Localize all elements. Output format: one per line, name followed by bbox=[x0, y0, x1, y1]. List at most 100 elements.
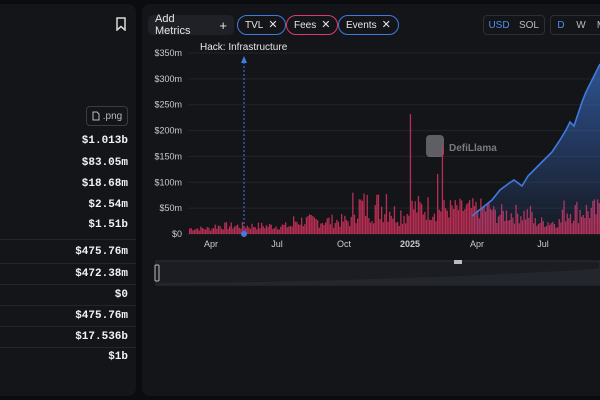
fee-bar bbox=[296, 221, 298, 234]
stat-value: $2.54m bbox=[88, 199, 128, 211]
stat-value: $17.536b bbox=[75, 331, 128, 343]
fee-bar bbox=[328, 217, 330, 234]
divider bbox=[0, 284, 136, 285]
fee-bar bbox=[339, 226, 341, 234]
tvl-fees-chart: $0 $50m $100m $150m $200m $250m $300m $350m Apr… bbox=[154, 42, 600, 286]
x-tick-label: Jul bbox=[271, 239, 283, 249]
fee-bar bbox=[245, 228, 247, 234]
range-slider-grip[interactable] bbox=[454, 260, 462, 264]
fee-bar bbox=[201, 228, 204, 234]
divider bbox=[0, 239, 136, 240]
fee-bar bbox=[214, 224, 216, 234]
fee-bar bbox=[459, 198, 461, 234]
fee-bar bbox=[467, 202, 469, 234]
fee-bar bbox=[267, 226, 269, 234]
fee-bar bbox=[197, 228, 199, 234]
interval-option-w[interactable]: W bbox=[576, 19, 586, 31]
fee-bar bbox=[302, 226, 304, 234]
fee-bar bbox=[422, 214, 424, 234]
fee-bar bbox=[221, 228, 223, 234]
fee-bar bbox=[376, 194, 378, 234]
defillama-logo-icon bbox=[426, 135, 444, 157]
fee-bar bbox=[251, 223, 253, 234]
fee-bar bbox=[427, 197, 429, 234]
fee-bar bbox=[232, 228, 234, 234]
fee-bar bbox=[281, 224, 284, 234]
x-tick-label: Oct bbox=[337, 239, 352, 249]
metric-pill-label: Fees bbox=[294, 19, 317, 31]
divider bbox=[0, 305, 136, 306]
fee-bar bbox=[424, 211, 426, 234]
fee-bar bbox=[318, 227, 320, 234]
fee-bar bbox=[405, 223, 407, 234]
fee-bar bbox=[425, 219, 428, 234]
fee-bar bbox=[261, 222, 263, 234]
fee-bar bbox=[192, 230, 194, 234]
interval-option-m[interactable]: M bbox=[591, 16, 600, 34]
fee-bar bbox=[286, 227, 288, 234]
metric-pill-tvl[interactable]: TVL ✕ bbox=[237, 15, 286, 35]
hack-event-marker[interactable]: Hack: Infrastructure bbox=[200, 42, 288, 237]
fee-bar bbox=[241, 222, 244, 234]
fee-bar bbox=[429, 219, 431, 234]
stat-value: $475.76m bbox=[75, 246, 128, 258]
stat-value: $0 bbox=[114, 289, 128, 301]
close-icon[interactable]: ✕ bbox=[268, 18, 278, 31]
fee-bar bbox=[272, 228, 274, 234]
add-metrics-label: Add Metrics bbox=[155, 13, 191, 37]
currency-option-usd[interactable]: USD bbox=[488, 19, 510, 31]
range-slider-preview bbox=[158, 268, 600, 285]
metric-pill-events[interactable]: Events ✕ bbox=[338, 15, 399, 35]
fee-bar bbox=[277, 229, 279, 234]
fee-bar bbox=[248, 227, 250, 234]
fee-bar bbox=[278, 229, 280, 234]
fee-bar bbox=[457, 209, 460, 234]
fee-bar bbox=[441, 146, 444, 234]
fee-bar bbox=[190, 228, 192, 234]
fee-bar bbox=[361, 200, 364, 234]
fee-bar bbox=[325, 222, 327, 234]
plus-icon: + bbox=[219, 17, 227, 33]
bookmark-icon[interactable] bbox=[115, 17, 127, 31]
fee-bar bbox=[310, 215, 312, 234]
fee-bar bbox=[470, 208, 472, 234]
fee-bar bbox=[342, 221, 344, 234]
fee-bar bbox=[301, 217, 303, 234]
fee-bar bbox=[456, 205, 458, 234]
fee-bar bbox=[416, 212, 418, 234]
stat-value: $1.51b bbox=[88, 219, 128, 231]
fee-bar bbox=[465, 204, 468, 234]
fee-bar bbox=[435, 221, 437, 234]
fee-bar bbox=[400, 210, 402, 234]
fee-bar bbox=[392, 218, 394, 234]
divider bbox=[0, 326, 136, 327]
fee-bar bbox=[323, 225, 325, 234]
fee-bar bbox=[390, 215, 392, 234]
fee-bar bbox=[209, 230, 212, 234]
range-slider-handle[interactable] bbox=[154, 264, 160, 282]
fee-bar bbox=[227, 229, 229, 234]
stat-value: $18.68m bbox=[81, 178, 128, 190]
fee-bar bbox=[406, 214, 408, 234]
currency-option-sol[interactable]: SOL bbox=[518, 19, 539, 31]
fee-bar bbox=[345, 219, 348, 234]
fee-bar bbox=[395, 222, 397, 234]
interval-option-d[interactable]: D bbox=[557, 19, 565, 31]
fee-bar bbox=[357, 218, 359, 234]
fee-bar bbox=[200, 226, 202, 234]
fee-bar bbox=[430, 220, 432, 234]
y-tick-label: $150m bbox=[154, 151, 182, 161]
metric-pill-fees[interactable]: Fees ✕ bbox=[286, 15, 339, 35]
event-label: Hack: Infrastructure bbox=[200, 42, 288, 53]
fee-bar bbox=[397, 221, 399, 234]
export-png-button[interactable]: .png bbox=[86, 106, 128, 126]
fee-bar bbox=[365, 216, 367, 234]
fee-bar bbox=[208, 227, 210, 234]
metric-pill-label: TVL bbox=[245, 19, 264, 31]
close-icon[interactable]: ✕ bbox=[321, 18, 331, 31]
fee-bar bbox=[462, 210, 464, 234]
fee-bar bbox=[256, 229, 258, 234]
close-icon[interactable]: ✕ bbox=[381, 18, 391, 31]
fee-bar bbox=[437, 174, 439, 234]
add-metrics-button[interactable]: Add Metrics + bbox=[148, 13, 234, 37]
